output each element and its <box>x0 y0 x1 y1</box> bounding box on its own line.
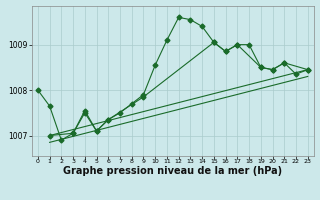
X-axis label: Graphe pression niveau de la mer (hPa): Graphe pression niveau de la mer (hPa) <box>63 166 282 176</box>
